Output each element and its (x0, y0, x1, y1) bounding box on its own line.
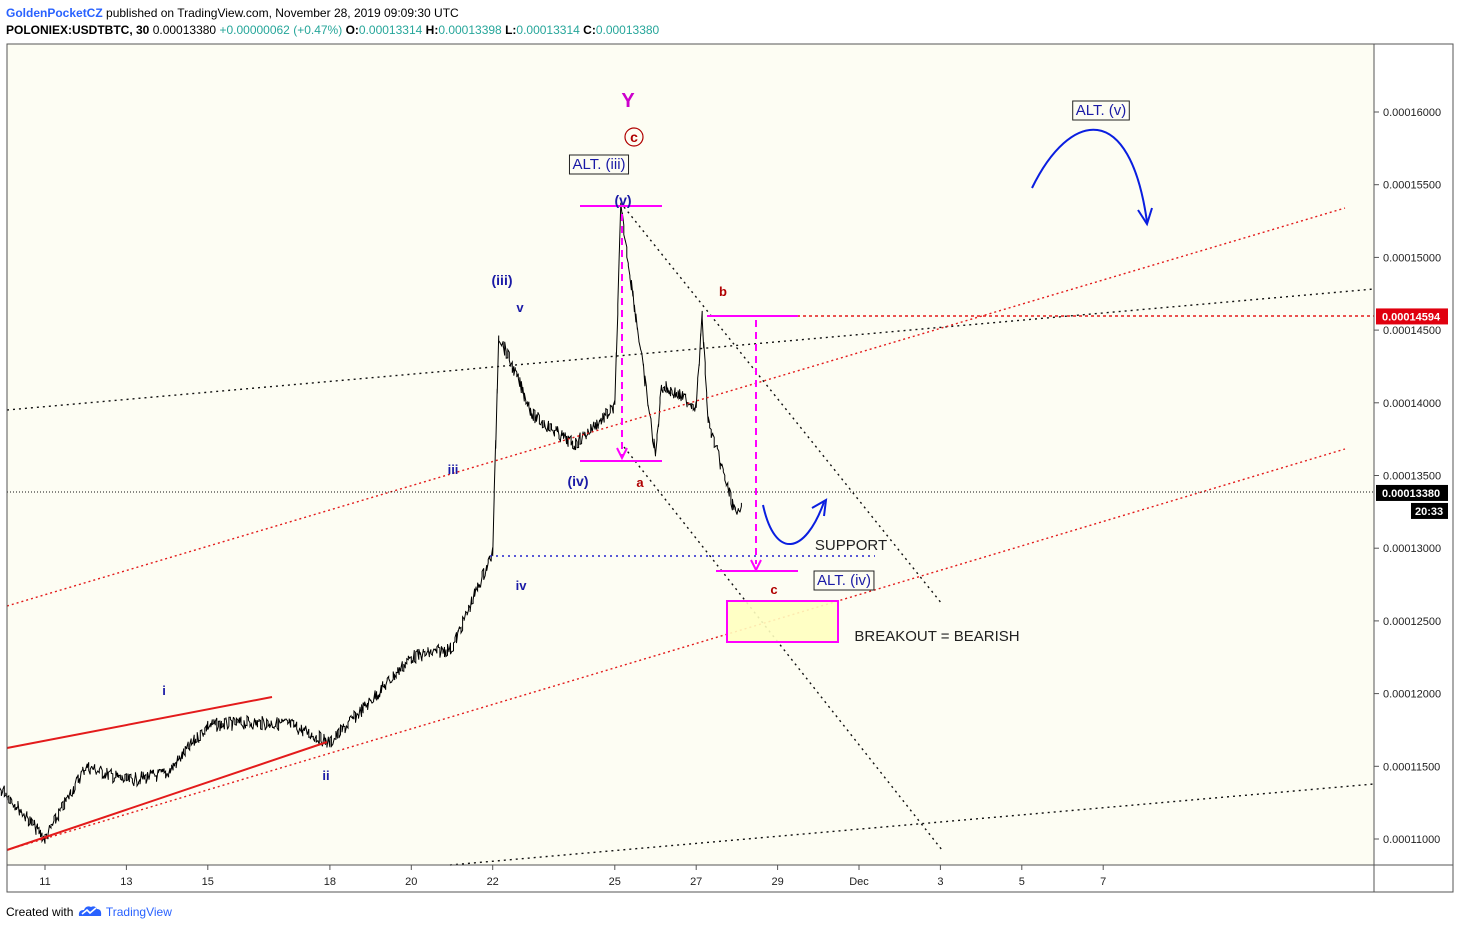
wave-label-10: ii (322, 768, 329, 783)
candlestick-bars (0, 202, 742, 844)
wave-label-7: (iv) (568, 473, 589, 489)
price-tag-bg-1 (1376, 484, 1448, 501)
descending-line-lower (623, 446, 943, 851)
y-tick-5: 0.00013500 (1383, 471, 1441, 483)
x-tick-2: 15 (202, 876, 214, 888)
x-tick-9: Dec (849, 876, 869, 888)
y-tick-8: 0.00012000 (1383, 689, 1441, 701)
wave-label-0: Y (621, 90, 635, 112)
y-tick-1: 0.00015500 (1383, 180, 1441, 192)
wave-label-9: i (162, 683, 166, 698)
price-tag-0: 0.00014594 (1382, 311, 1441, 323)
x-tick-1: 13 (120, 876, 132, 888)
y-tick-2: 0.00015000 (1383, 252, 1441, 264)
y-tick-4: 0.00014000 (1383, 398, 1441, 410)
open-label: O: (345, 23, 359, 37)
wave-label-16: SUPPORT (815, 537, 887, 554)
countdown-timer: 20:33 (1415, 506, 1443, 518)
chart-header: GoldenPocketCZ published on TradingView.… (6, 4, 1446, 38)
price-series (0, 202, 742, 844)
descending-line-upper (623, 206, 943, 605)
measure-c-arrowhead (750, 559, 762, 573)
wave-label-17: BREAKOUT = BEARISH (854, 628, 1019, 645)
wedge-lower-line (6, 741, 328, 851)
x-tick-5: 22 (487, 876, 499, 888)
wave-label-4: (iii) (492, 272, 513, 288)
wave-label-6: iii (448, 462, 459, 477)
author-link[interactable]: GoldenPocketCZ (6, 6, 103, 20)
open-value: 0.00013314 (358, 23, 423, 37)
x-axis[interactable]: 11 13 15 18 20 22 25 27 29 Dec 3 5 7 (39, 865, 1106, 888)
y-tick-9: 0.00011500 (1383, 761, 1440, 773)
wave-label-12: b (719, 284, 727, 299)
y-tick-0: 0.00016000 (1383, 107, 1441, 119)
high-value: 0.00013398 (438, 23, 502, 37)
close-value: 0.00013380 (595, 23, 660, 37)
wave-label-3: (v) (614, 192, 631, 208)
wedge-upper-line (6, 696, 273, 749)
low-value: 0.00013314 (516, 23, 580, 37)
wave-label-box-2 (568, 154, 630, 175)
x-tick-6: 25 (609, 876, 621, 888)
close-label: C: (583, 23, 596, 37)
tradingview-cloud-icon (78, 906, 101, 916)
y-tick-6: 0.00013000 (1383, 543, 1441, 555)
ohlc-line: POLONIEX:USDTBTC, 30 0.00013380 +0.00000… (6, 22, 1446, 38)
footer: Created with TradingView (6, 903, 172, 921)
x-tick-10: 3 (937, 876, 943, 888)
wave-label-13: c (770, 582, 777, 597)
price-tag-bg-0 (1376, 308, 1448, 325)
y-tick-10: 0.00011000 (1383, 834, 1440, 846)
plot-background (7, 44, 1374, 865)
tradingview-link[interactable]: TradingView (105, 905, 172, 919)
bounce-arrowhead (811, 498, 828, 517)
x-tick-4: 20 (405, 876, 417, 888)
breakout-zone-box (726, 600, 839, 643)
wave-label-box-14 (813, 570, 875, 591)
wave-label-circle-1 (624, 127, 644, 147)
wave-label-2: ALT. (iii) (572, 156, 625, 173)
symbol-label[interactable]: POLONIEX:USDTBTC, 30 (6, 23, 150, 37)
x-tick-0: 11 (39, 876, 50, 888)
wave-label-5: v (516, 300, 524, 315)
wave-label-14: ALT. (iv) (817, 572, 871, 589)
measure-a-arrowhead (616, 447, 628, 461)
x-tick-3: 18 (324, 876, 336, 888)
y-tick-7: 0.00012500 (1383, 616, 1441, 628)
x-tick-12: 7 (1100, 876, 1106, 888)
lower-trendline (449, 783, 1375, 866)
last-price: 0.00013380 (152, 23, 217, 37)
x-tick-8: 29 (771, 876, 783, 888)
published-text: published on TradingView.com, November 2… (106, 6, 459, 20)
alt-v-arrow (1031, 128, 1148, 223)
wave-label-box-15 (1072, 100, 1130, 121)
upper-trendline (6, 288, 1375, 411)
price-tag-1: 0.00013380 (1382, 488, 1440, 500)
price-tags: 0.00014594 0.00013380 20:33 (1376, 308, 1448, 519)
alt-v-arrowhead (1137, 207, 1153, 227)
wave-label-11: a (636, 475, 644, 490)
change-value: +0.00000062 (+0.47%) (219, 23, 343, 37)
bounce-arrow (762, 501, 825, 545)
wave-label-1: c (630, 129, 638, 145)
wave-label-8: iv (516, 578, 528, 593)
x-tick-11: 5 (1019, 876, 1025, 888)
chart-frame (6, 43, 1454, 893)
x-tick-7: 27 (690, 876, 702, 888)
created-with-text: Created with (6, 905, 74, 919)
publish-line: GoldenPocketCZ published on TradingView.… (6, 4, 1446, 22)
y-axis[interactable]: 0.00016000 0.00015500 0.00015000 0.00014500… (1374, 107, 1441, 846)
high-label: H: (425, 23, 439, 37)
wave-label-15: ALT. (v) (1076, 102, 1127, 119)
countdown-bg (1411, 502, 1448, 519)
y-tick-3: 0.00014500 (1383, 325, 1441, 337)
low-label: L: (505, 23, 517, 37)
